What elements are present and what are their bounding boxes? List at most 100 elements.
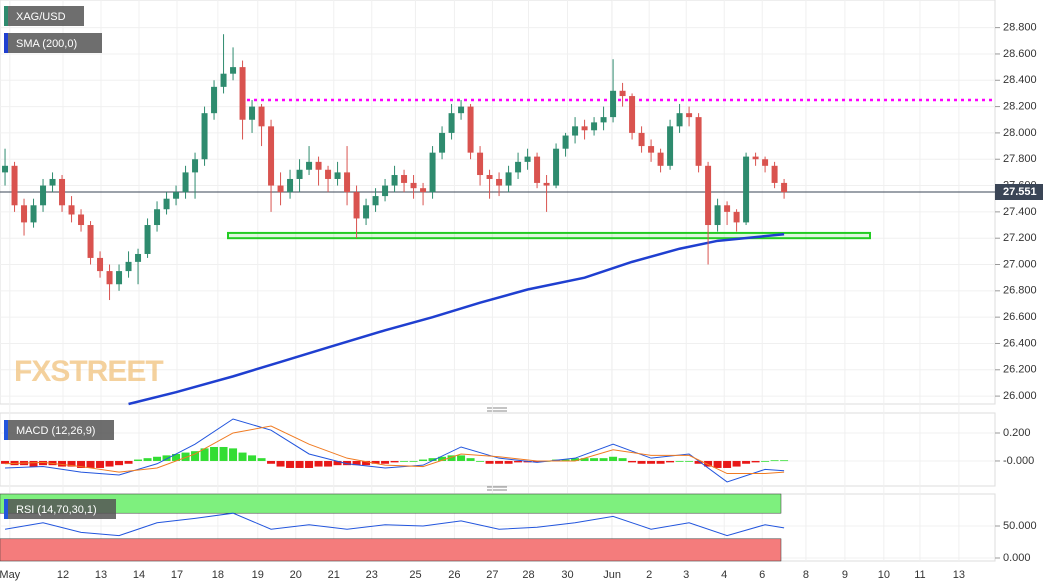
candle-body <box>667 126 674 166</box>
candle-body <box>477 152 484 176</box>
candle-body <box>762 159 769 166</box>
candle-body <box>714 205 721 226</box>
macd-histogram-bar <box>713 460 722 468</box>
candle-body <box>135 253 142 262</box>
macd-histogram-bar <box>276 460 285 467</box>
candle-body <box>106 271 113 285</box>
x-tick-label: 20 <box>290 569 302 581</box>
candle-body <box>363 205 370 219</box>
candle-body <box>296 169 303 179</box>
candle-body <box>30 205 37 223</box>
candle-body <box>505 172 512 186</box>
x-tick-label: 2 <box>646 569 652 581</box>
candle-body <box>391 175 398 186</box>
candle-body <box>629 96 636 133</box>
x-tick-label: 30 <box>561 569 573 581</box>
candle-body <box>11 165 18 206</box>
macd-histogram-bar <box>761 460 770 462</box>
candle-body <box>420 188 427 193</box>
watermark: FXSTREET <box>14 355 163 388</box>
candle-body <box>59 178 66 206</box>
candle-body <box>220 73 227 87</box>
y-tick-label: 27.200 <box>1003 232 1037 244</box>
macd-histogram-bar <box>390 460 399 463</box>
x-tick-label: 12 <box>57 569 69 581</box>
candle-body <box>781 182 788 193</box>
x-tick-label: 9 <box>842 569 848 581</box>
y-tick-label: 26.600 <box>1003 311 1037 323</box>
symbol-label: XAG/USD <box>16 11 66 23</box>
macd-histogram-bar <box>514 460 523 463</box>
x-tick-label: 3 <box>683 569 689 581</box>
rsi-label: RSI (14,70,30,1) <box>16 504 97 516</box>
candle-body <box>610 90 617 118</box>
macd-histogram-bar <box>238 452 247 461</box>
candle-body <box>154 209 161 226</box>
rsi-line <box>4 512 785 537</box>
macd-histogram-bar <box>58 460 67 467</box>
sma-tag[interactable] <box>4 33 102 53</box>
rsi-oversold-zone <box>0 538 782 562</box>
candle-body <box>572 126 579 136</box>
macd-tag[interactable] <box>4 420 114 440</box>
macd-histogram-bar <box>381 460 390 464</box>
symbol-tag[interactable] <box>4 6 84 26</box>
macd-histogram-bar <box>561 459 570 461</box>
macd-histogram-bar <box>580 458 589 461</box>
sma-label: SMA (200,0) <box>16 38 77 50</box>
candle-body <box>733 211 740 223</box>
x-tick-label: 26 <box>448 569 460 581</box>
macd-histogram-bar <box>1 460 10 464</box>
candle-body <box>600 117 607 123</box>
x-tick-label: 17 <box>171 569 183 581</box>
y-tick-label: 50.000 <box>1003 520 1037 532</box>
y-tick-label: 27.400 <box>1003 206 1037 218</box>
candle-body <box>325 169 332 179</box>
macd-histogram-bar <box>77 460 86 468</box>
x-tick-label: 6 <box>759 569 765 581</box>
macd-histogram-bar <box>504 460 513 464</box>
x-tick-label: 10 <box>878 569 890 581</box>
candle-body <box>382 185 389 197</box>
candle-body <box>695 117 702 166</box>
y-tick-label: 26.200 <box>1003 364 1037 376</box>
candle-body <box>724 205 731 212</box>
macd-histogram-bar <box>333 460 342 466</box>
x-tick-label: 13 <box>95 569 107 581</box>
candle-body <box>78 214 85 226</box>
macd-histogram-bar <box>609 456 618 461</box>
candle-body <box>201 113 208 160</box>
macd-histogram-bar <box>286 460 295 468</box>
macd-histogram-bar <box>571 458 580 461</box>
x-tick-label: 23 <box>366 569 378 581</box>
macd-histogram-bar <box>675 460 684 462</box>
y-tick-label: -0.000 <box>1003 455 1034 467</box>
candle-body <box>638 132 645 147</box>
rsi-tag[interactable] <box>4 499 116 519</box>
x-tick-label: 27 <box>486 569 498 581</box>
candle-body <box>49 178 56 186</box>
macd-histogram-bar <box>352 460 361 466</box>
candle-body <box>334 172 341 179</box>
macd-histogram-bar <box>105 460 114 467</box>
macd-histogram-bar <box>343 460 352 466</box>
candle-body <box>743 156 750 223</box>
macd-histogram-bar <box>362 460 371 466</box>
sma-line <box>128 232 785 406</box>
macd-line <box>5 418 785 483</box>
candle-body <box>534 156 541 183</box>
candle-body <box>496 178 503 186</box>
candle-body <box>553 148 560 186</box>
candle-body <box>448 113 455 133</box>
x-tick-label: 25 <box>409 569 421 581</box>
candle-body <box>192 159 199 173</box>
macd-histogram-bar <box>751 460 760 463</box>
macd-histogram-bar <box>219 446 228 461</box>
macd-histogram-bar <box>229 448 238 461</box>
macd-histogram-bar <box>438 456 447 461</box>
candle-body <box>676 113 683 127</box>
macd-histogram-bar <box>742 460 751 464</box>
macd-histogram-bar <box>704 460 713 467</box>
macd-histogram-bar <box>628 460 637 463</box>
y-tick-label: 28.800 <box>1003 22 1037 34</box>
